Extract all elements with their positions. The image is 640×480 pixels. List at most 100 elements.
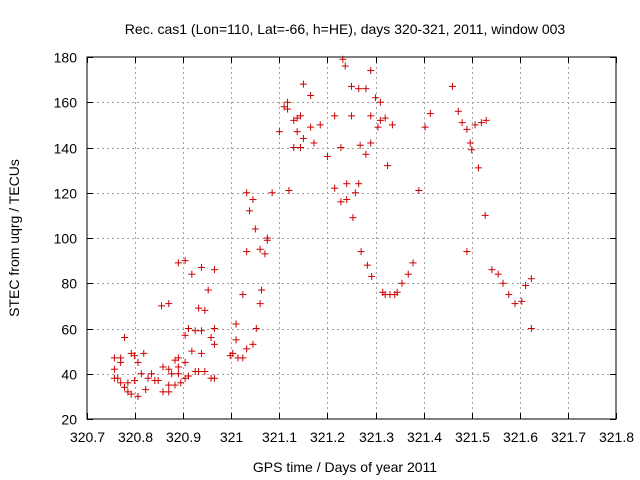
- data-point: [341, 62, 349, 70]
- data-point: [527, 275, 535, 283]
- data-point: [415, 186, 423, 194]
- data-point: [249, 340, 257, 348]
- data-point: [454, 107, 462, 115]
- data-point: [165, 365, 173, 373]
- data-point: [268, 189, 276, 197]
- data-point: [275, 128, 283, 136]
- y-tick-label: 100: [54, 231, 78, 247]
- data-point: [393, 288, 401, 296]
- data-point: [448, 82, 456, 90]
- data-point: [165, 388, 173, 396]
- data-points: [110, 55, 535, 400]
- data-point: [376, 116, 384, 124]
- data-point: [477, 119, 485, 127]
- data-point: [527, 325, 535, 332]
- data-point: [124, 379, 132, 387]
- data-point: [131, 352, 139, 360]
- data-point: [362, 150, 370, 158]
- data-point: [188, 347, 196, 355]
- data-point: [114, 374, 122, 382]
- data-point: [181, 331, 189, 339]
- data-point: [343, 196, 351, 204]
- data-point: [466, 139, 474, 147]
- x-tick-label: 321.6: [503, 429, 538, 445]
- data-point: [284, 105, 292, 113]
- data-point: [297, 144, 305, 151]
- data-point: [174, 354, 182, 362]
- data-point: [195, 367, 203, 375]
- data-point: [256, 300, 264, 308]
- data-point: [246, 207, 254, 215]
- data-point: [518, 297, 526, 305]
- x-tick-label: 321.8: [599, 429, 634, 445]
- y-tick-label: 120: [54, 186, 78, 202]
- data-point: [474, 164, 482, 172]
- data-point: [404, 270, 412, 278]
- x-tick-label: 320.8: [118, 429, 153, 445]
- x-tick-label: 320.9: [166, 429, 201, 445]
- data-point: [307, 91, 315, 99]
- data-point: [131, 377, 139, 385]
- y-tick-label: 20: [61, 412, 77, 428]
- data-point: [210, 340, 218, 348]
- y-tick-label: 160: [54, 95, 78, 111]
- data-point: [463, 125, 471, 133]
- data-point: [159, 363, 167, 371]
- data-point: [349, 214, 357, 222]
- data-point: [343, 180, 351, 188]
- data-point: [184, 372, 192, 380]
- x-tick-label: 321.3: [359, 429, 394, 445]
- data-point: [351, 189, 359, 197]
- y-axis-title: STEC from uqrg / TECUs: [6, 159, 22, 317]
- data-point: [310, 139, 318, 147]
- x-tick-label: 321.4: [407, 429, 442, 445]
- data-point: [409, 259, 417, 267]
- data-point: [458, 119, 466, 127]
- y-tick-label: 80: [61, 276, 77, 292]
- data-point: [121, 334, 129, 342]
- data-point: [197, 327, 205, 335]
- data-point: [337, 144, 345, 151]
- data-point: [355, 85, 363, 93]
- data-point: [258, 286, 266, 294]
- data-point: [232, 336, 240, 344]
- data-point: [137, 370, 145, 378]
- y-tick-label: 140: [54, 141, 78, 157]
- data-point: [426, 110, 434, 118]
- data-point: [357, 248, 365, 256]
- data-point: [367, 139, 375, 147]
- x-tick-label: 321: [220, 429, 244, 445]
- data-point: [239, 354, 247, 362]
- data-point: [297, 112, 305, 120]
- data-point: [284, 98, 292, 106]
- data-point: [239, 291, 247, 299]
- data-point: [210, 266, 218, 274]
- data-point: [158, 302, 166, 310]
- data-point: [388, 121, 396, 129]
- x-tick-label: 321.1: [262, 429, 297, 445]
- data-point: [171, 381, 179, 389]
- data-point: [290, 144, 298, 151]
- data-point: [299, 134, 307, 142]
- data-point: [177, 379, 185, 387]
- x-tick-label: 321.2: [310, 429, 345, 445]
- data-point: [243, 345, 251, 353]
- data-point: [367, 67, 375, 75]
- data-point: [144, 374, 152, 382]
- data-point: [494, 270, 502, 278]
- data-point: [110, 354, 118, 362]
- data-point: [356, 141, 364, 149]
- data-point: [481, 211, 489, 219]
- data-point: [165, 300, 173, 308]
- data-point: [261, 250, 269, 258]
- x-tick-label: 321.5: [455, 429, 490, 445]
- data-point: [201, 306, 209, 314]
- data-point: [299, 80, 307, 88]
- data-point: [174, 259, 182, 267]
- data-point: [197, 349, 205, 357]
- data-point: [252, 325, 260, 332]
- data-point: [256, 245, 264, 253]
- data-point: [140, 349, 148, 357]
- data-point: [482, 116, 490, 124]
